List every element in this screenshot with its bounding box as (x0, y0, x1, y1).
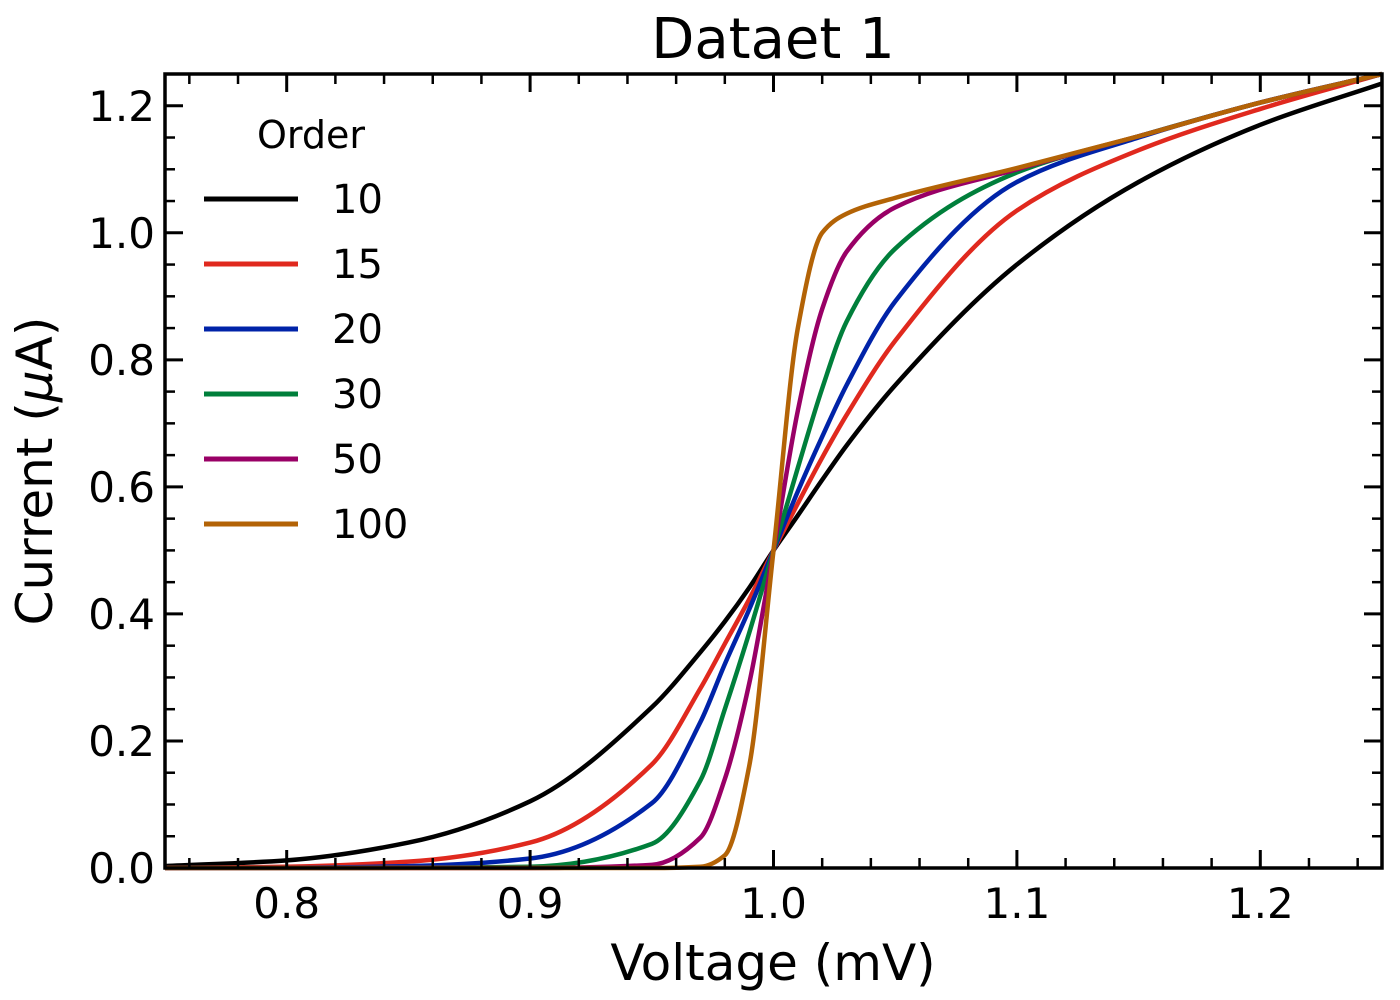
legend-entry-15: 15 (204, 242, 383, 288)
y-tick-label: 0.0 (88, 844, 155, 893)
y-tick-label: 0.6 (88, 463, 155, 512)
y-tick-label: 0.4 (88, 590, 155, 639)
x-tick-label: 0.8 (253, 879, 320, 928)
y-tick-label: 0.2 (88, 717, 155, 766)
legend-entry-10: 10 (204, 177, 383, 223)
legend-entry-50: 50 (204, 437, 383, 483)
legend-label: 15 (332, 242, 383, 288)
x-tick-label: 0.9 (497, 879, 564, 928)
x-tick-label: 1.2 (1227, 879, 1294, 928)
chart-title: Dataet 1 (651, 7, 895, 72)
y-axis-label-suffix: A) (6, 317, 64, 371)
plot-frame (163, 72, 1384, 870)
legend-label: 30 (332, 372, 383, 418)
y-axis-label-prefix: Current ( (6, 402, 64, 625)
legend-label: 50 (332, 437, 383, 483)
legend: Order 10 15 20 30 50 100 (204, 113, 408, 548)
x-tick-label: 1.1 (984, 879, 1051, 928)
tick-labels-layer: 0.8 0.9 1.0 1.1 1.2 0.0 0.2 0.4 0.6 0.8 1.0 1.2 (88, 82, 1293, 928)
y-tick-label: 1.0 (88, 209, 155, 258)
legend-entry-30: 30 (204, 372, 383, 418)
legend-entry-100: 100 (204, 502, 408, 548)
legend-title: Order (257, 113, 365, 157)
y-tick-label: 1.2 (88, 82, 155, 131)
x-tick-label: 1.0 (740, 879, 807, 928)
legend-label: 10 (332, 177, 383, 223)
y-tick-label: 0.8 (88, 336, 155, 385)
legend-label: 100 (332, 502, 408, 548)
legend-label: 20 (332, 307, 383, 353)
y-axis-label-symbol: μ (6, 370, 64, 403)
legend-entry-20: 20 (204, 307, 383, 353)
x-axis-label: Voltage (mV) (610, 934, 935, 992)
y-axis-label: Current (μA) (6, 317, 64, 626)
